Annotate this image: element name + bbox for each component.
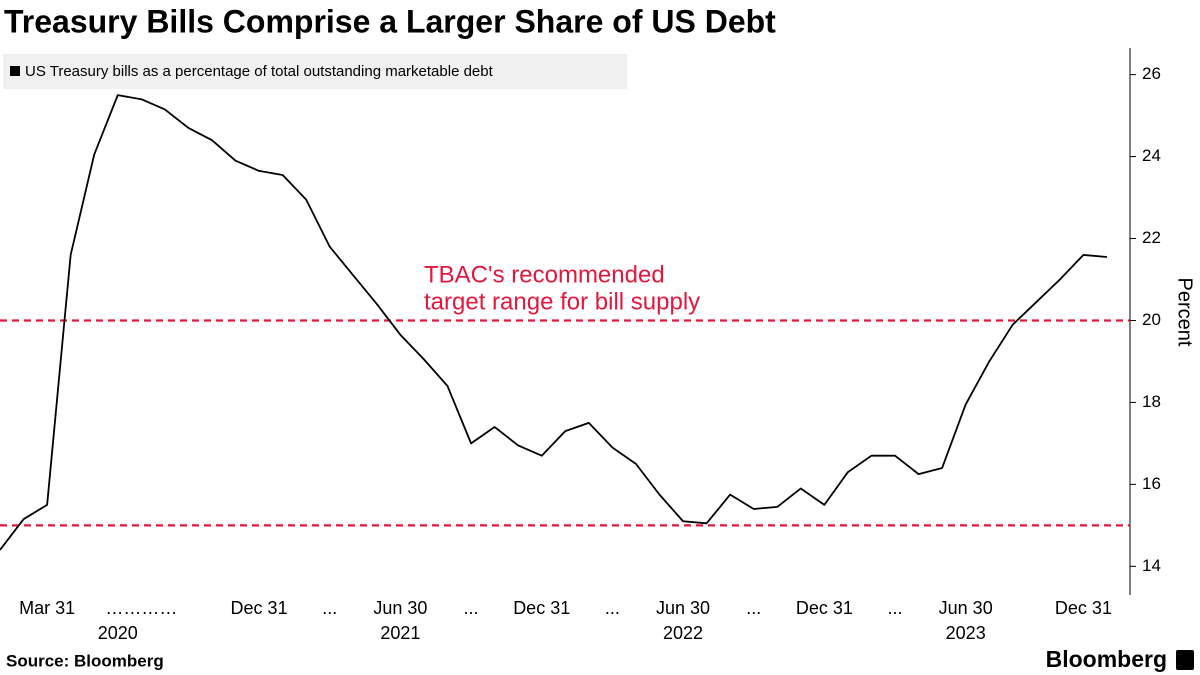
y-tick-label: 26: [1142, 64, 1161, 83]
x-tick-label: Dec 31: [796, 598, 853, 618]
y-tick-label: 18: [1142, 392, 1161, 411]
data-line: [0, 94, 1108, 551]
x-tick-label: Jun 30: [373, 598, 427, 618]
legend-swatch: [10, 66, 20, 76]
x-tick-label: ...: [464, 598, 479, 618]
x-tick-label: ...: [322, 598, 337, 618]
x-year-label: 2023: [946, 623, 986, 643]
y-tick-label: 22: [1142, 228, 1161, 247]
y-tick-label: 24: [1142, 146, 1161, 165]
x-tick-label: ...: [746, 598, 761, 618]
brand-icon: [1176, 650, 1194, 670]
x-year-label: 2021: [380, 623, 420, 643]
x-tick-label: Dec 31: [1055, 598, 1112, 618]
chart-title: Treasury Bills Comprise a Larger Share o…: [4, 3, 776, 39]
source: Source: Bloomberg: [6, 651, 164, 670]
x-year-label: 2022: [663, 623, 703, 643]
y-tick-label: 20: [1142, 310, 1161, 329]
x-tick-label: ...: [605, 598, 620, 618]
y-tick-label: 14: [1142, 556, 1161, 575]
x-year-label: 2020: [98, 623, 138, 643]
y-axis-title: Percent: [1174, 278, 1196, 347]
x-tick-label: …………: [105, 598, 177, 618]
y-tick-label: 16: [1142, 474, 1161, 493]
annotation: TBAC's recommended: [424, 261, 665, 288]
legend-label: US Treasury bills as a percentage of tot…: [25, 63, 494, 80]
x-tick-label: ...: [888, 598, 903, 618]
x-tick-label: Dec 31: [231, 598, 288, 618]
legend-box: [3, 54, 627, 89]
annotation: target range for bill supply: [424, 288, 700, 315]
x-tick-label: Jun 30: [656, 598, 710, 618]
x-tick-label: Mar 31: [19, 598, 75, 618]
x-tick-label: Dec 31: [513, 598, 570, 618]
x-tick-label: Jun 30: [939, 598, 993, 618]
brand: Bloomberg: [1046, 646, 1167, 672]
